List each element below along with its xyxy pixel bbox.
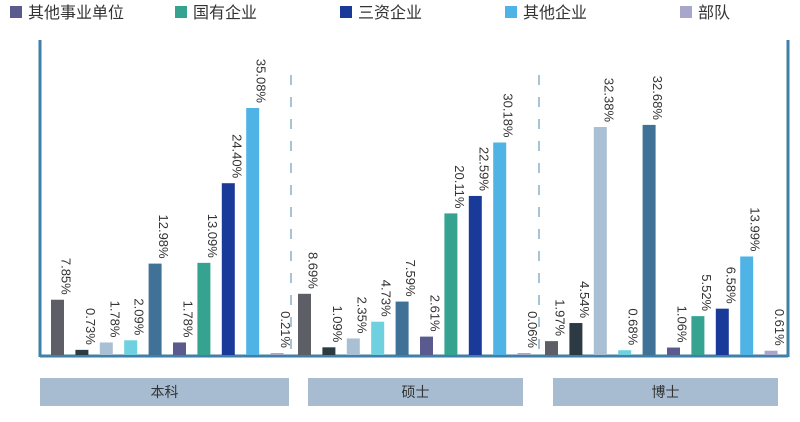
bar xyxy=(197,262,211,355)
bar xyxy=(420,336,433,355)
bars xyxy=(51,108,778,355)
bar xyxy=(371,321,385,355)
bar xyxy=(517,353,531,355)
bar xyxy=(642,124,656,355)
value-label: 35.08% xyxy=(254,59,269,104)
value-label: 2.35% xyxy=(354,297,369,334)
value-label: 13.09% xyxy=(205,214,220,259)
value-label: 12.98% xyxy=(156,215,171,260)
group-label: 本科 xyxy=(151,384,179,400)
bar xyxy=(75,349,89,355)
bar xyxy=(764,350,778,355)
value-label: 32.38% xyxy=(601,78,616,123)
legend-swatch xyxy=(680,6,692,18)
bar xyxy=(221,183,235,355)
value-labels: 7.85% 0.73% 1.78% 2.09% 12.98% 1.78% 13.09% 24.… xyxy=(59,59,788,349)
value-label: 4.73% xyxy=(379,280,394,317)
bar xyxy=(618,350,632,355)
bar xyxy=(593,127,607,355)
value-label: 1.78% xyxy=(181,301,196,338)
value-label: 8.69% xyxy=(306,252,321,289)
legend: 其他事业单位 国有企业 三资企业 其他企业 部队 xyxy=(10,4,730,22)
bar xyxy=(298,293,311,355)
value-label: 6.58% xyxy=(723,267,738,304)
bar xyxy=(270,353,284,355)
value-label: 13.99% xyxy=(748,207,763,252)
value-label: 2.61% xyxy=(428,295,443,332)
value-label: 4.54% xyxy=(577,281,592,318)
value-label: 1.06% xyxy=(675,306,690,343)
axes xyxy=(38,40,790,358)
value-label: 0.61% xyxy=(772,309,787,346)
bar xyxy=(51,299,64,355)
bar xyxy=(322,347,336,355)
legend-swatch xyxy=(175,6,187,18)
value-label: 30.18% xyxy=(501,93,516,138)
bar xyxy=(444,213,458,355)
value-label: 1.97% xyxy=(553,299,568,336)
bar xyxy=(124,340,138,355)
value-label: 0.21% xyxy=(278,311,293,348)
group-label-box xyxy=(40,378,289,406)
bar xyxy=(346,338,360,355)
legend-label: 部队 xyxy=(698,4,730,22)
legend-swatch xyxy=(10,6,22,18)
value-label: 1.78% xyxy=(107,301,122,338)
legend-swatch xyxy=(505,6,517,18)
value-label: 0.73% xyxy=(83,308,98,345)
bar xyxy=(740,256,754,355)
bar xyxy=(246,108,260,355)
bar xyxy=(715,308,729,355)
legend-swatch xyxy=(340,6,352,18)
value-label: 7.59% xyxy=(403,260,418,297)
group-label-box xyxy=(553,378,778,406)
group-label: 博士 xyxy=(652,384,680,400)
value-label: 2.09% xyxy=(132,298,147,335)
value-label: 5.52% xyxy=(699,274,714,311)
value-label: 22.59% xyxy=(476,147,491,192)
value-label: 32.68% xyxy=(650,76,665,121)
bar xyxy=(493,142,507,355)
bar xyxy=(667,347,680,355)
group-label-box xyxy=(308,378,523,406)
bar xyxy=(691,316,705,355)
bar xyxy=(569,323,583,355)
legend-label: 其他企业 xyxy=(523,4,587,22)
group-separators xyxy=(290,75,540,350)
group-label: 硕士 xyxy=(402,384,430,400)
bar xyxy=(173,342,186,355)
value-label: 20.11% xyxy=(452,165,467,209)
value-label: 0.06% xyxy=(525,311,540,348)
bar xyxy=(99,342,113,355)
bar xyxy=(148,263,162,355)
group-labels: 本科 硕士 博士 xyxy=(40,378,778,406)
legend-label: 其他事业单位 xyxy=(28,4,124,22)
legend-label: 国有企业 xyxy=(193,4,257,22)
bar xyxy=(468,195,482,355)
value-label: 7.85% xyxy=(59,258,74,295)
legend-label: 三资企业 xyxy=(358,4,422,22)
bar xyxy=(545,341,558,355)
bar xyxy=(395,301,409,355)
value-label: 1.09% xyxy=(330,305,345,342)
value-label: 0.68% xyxy=(626,308,641,345)
value-label: 24.40% xyxy=(229,134,244,179)
